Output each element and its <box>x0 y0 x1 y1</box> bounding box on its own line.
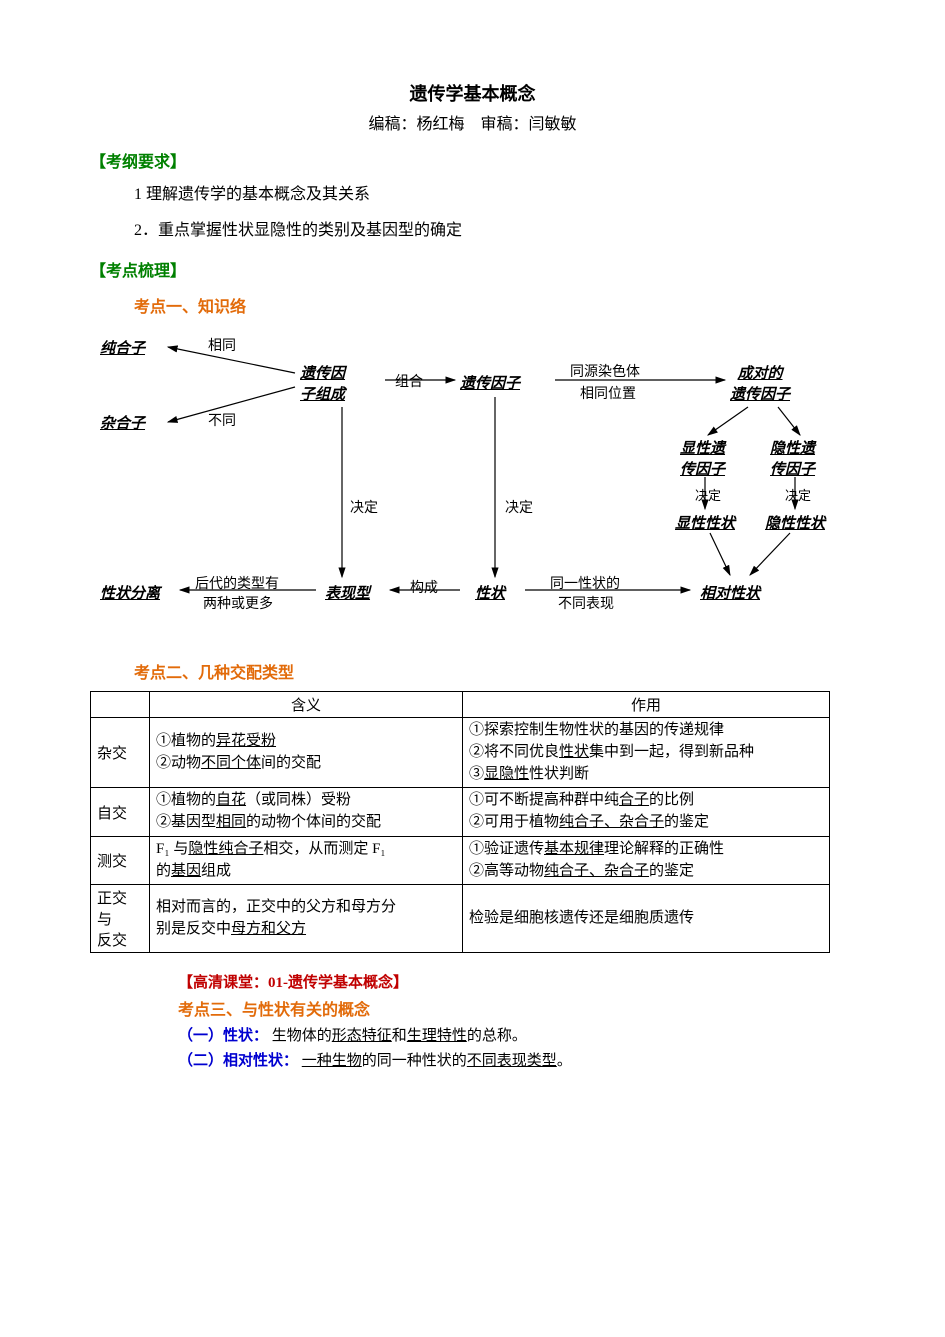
row-head: 测交 <box>91 836 150 885</box>
kaogang-item-1: 1 理解遗传学的基本概念及其关系 <box>134 182 855 208</box>
edge-label-same2b: 不同表现 <box>558 593 614 613</box>
cell-line: ②可用于植物纯合子、杂合子的鉴定 <box>469 812 823 834</box>
kaodian-1-title: 考点一、知识络 <box>134 293 855 317</box>
row-head: 自交 <box>91 788 150 837</box>
node-chengdui-l1: 成对的 <box>738 366 783 382</box>
cell-line: 相对而言的，正交中的父方和母方分 <box>156 897 456 919</box>
section-kaogang-head: 【考纲要求】 <box>90 148 855 172</box>
kaodian-2-title: 考点二、几种交配类型 <box>134 659 855 683</box>
node-chengdui: 成对的 遗传因子 <box>730 362 790 404</box>
cell-meaning: ①植物的异花受粉②动物不同个体间的交配 <box>150 718 463 788</box>
cell-line: ①可不断提高种群中纯合子的比例 <box>469 790 823 812</box>
node-xdxz: 相对性状 <box>700 582 760 603</box>
cell-line: ②高等动物纯合子、杂合子的鉴定 <box>469 861 823 883</box>
node-xianfactor: 显性遗 传因子 <box>680 437 725 479</box>
node-yinfactor: 隐性遗 传因子 <box>770 437 815 479</box>
node-xiantrait: 显性性状 <box>675 512 735 533</box>
edge-label-dec3: 决定 <box>695 485 721 504</box>
node-ycfactor: 遗传因子 <box>460 372 520 393</box>
k3-sub1-u1: 形态特征 <box>332 1028 392 1044</box>
doc-authors: 编稿：杨红梅 审稿：闫敏敏 <box>90 110 855 134</box>
cross-table: 含义 作用 杂交①植物的异花受粉②动物不同个体间的交配①探索控制生物性状的基因的… <box>90 691 830 953</box>
cell-line: 检验是细胞核遗传还是细胞质遗传 <box>469 908 823 930</box>
cell-line: F₁ 与隐性纯合子相交，从而测定 F₁ <box>156 839 456 861</box>
edge-label-gc: 构成 <box>410 577 438 597</box>
table-row: 测交F₁ 与隐性纯合子相交，从而测定 F₁的基因组成①验证遗传基本规律理论解释的… <box>91 836 830 885</box>
k3-sub2-u1: 一种生物 <box>302 1053 362 1069</box>
edge-label-comb: 组合 <box>395 371 423 391</box>
table-header-row: 含义 作用 <box>91 692 830 718</box>
node-yinfactor-l2: 传因子 <box>770 462 815 478</box>
edge-label-homo1: 同源染色体 <box>570 361 640 381</box>
doc-title: 遗传学基本概念 <box>90 80 855 106</box>
edge-label-same2a: 同一性状的 <box>550 573 620 593</box>
k3-sub1-u2: 生理特性 <box>407 1028 467 1044</box>
k3-sub2-label: （二）相对性状： <box>178 1053 298 1069</box>
cell-meaning: F₁ 与隐性纯合子相交，从而测定 F₁的基因组成 <box>150 836 463 885</box>
cell-meaning: ①植物的自花（或同株）受粉②基因型相同的动物个体间的交配 <box>150 788 463 837</box>
node-bxx: 表现型 <box>325 582 370 603</box>
cell-effect: 检验是细胞核遗传还是细胞质遗传 <box>463 885 830 953</box>
th-blank <box>91 692 150 718</box>
cell-effect: ①可不断提高种群中纯合子的比例②可用于植物纯合子、杂合子的鉴定 <box>463 788 830 837</box>
node-xianfactor-l2: 传因子 <box>680 462 725 478</box>
cell-line: ②基因型相同的动物个体间的交配 <box>156 812 456 834</box>
node-chengdui-l2: 遗传因子 <box>730 387 790 403</box>
node-yczucheng-l2: 子组成 <box>300 387 345 403</box>
cell-line: ①植物的自花（或同株）受粉 <box>156 790 456 812</box>
th-meaning: 含义 <box>150 692 463 718</box>
cell-line: ③显隐性性状判断 <box>469 764 823 786</box>
k3-sub2-tb: 。 <box>557 1053 572 1069</box>
k3-sub1-tc: 的总称。 <box>467 1028 527 1044</box>
cell-meaning: 相对而言的，正交中的父方和母方分别是反交中母方和父方 <box>150 885 463 953</box>
row-head: 杂交 <box>91 718 150 788</box>
k3-sub2-ta: 的同一种性状的 <box>362 1053 467 1069</box>
node-yczucheng-l1: 遗传因 <box>300 366 345 382</box>
cell-line: 的基因组成 <box>156 861 456 883</box>
edge-label-homo2: 相同位置 <box>580 383 636 403</box>
edge-label-dec2: 决定 <box>505 497 533 517</box>
section-kaodian-head: 【考点梳理】 <box>90 257 855 281</box>
cell-line: 别是反交中母方和父方 <box>156 919 456 941</box>
edge-label-dec1: 决定 <box>350 497 378 517</box>
cell-line: ②将不同优良性状集中到一起，得到新品种 <box>469 742 823 764</box>
cell-effect: ①探索控制生物性状的基因的传递规律②将不同优良性状集中到一起，得到新品种③显隐性… <box>463 718 830 788</box>
cell-line: ①验证遗传基本规律理论解释的正确性 <box>469 839 823 861</box>
edge-label-f2a: 后代的类型有 <box>195 573 279 593</box>
node-yinfactor-l1: 隐性遗 <box>770 441 815 457</box>
edge-label-dec4: 决定 <box>785 485 811 504</box>
node-yczucheng: 遗传因 子组成 <box>300 362 345 404</box>
concept-diagram: 纯合子 杂合子 遗传因 子组成 遗传因子 成对的 遗传因子 显性遗 传因子 隐性… <box>90 327 850 647</box>
row-head: 正交与反交 <box>91 885 150 953</box>
kaogang-item-2: 2．重点掌握性状显隐性的类别及基因型的确定 <box>134 218 855 244</box>
k3-sub1-ta: 生物体的 <box>272 1028 332 1044</box>
node-xzfl: 性状分离 <box>100 582 160 603</box>
edge-label-f2b: 两种或更多 <box>203 593 273 613</box>
cell-effect: ①验证遗传基本规律理论解释的正确性②高等动物纯合子、杂合子的鉴定 <box>463 836 830 885</box>
node-yintrait: 隐性性状 <box>765 512 825 533</box>
gaoqing-label: 【高清课堂：01-遗传学基本概念】 <box>178 971 855 992</box>
edge-label-diff: 不同 <box>208 410 236 430</box>
node-xianfactor-l1: 显性遗 <box>680 441 725 457</box>
th-effect: 作用 <box>463 692 830 718</box>
node-chunhezi: 纯合子 <box>100 337 145 358</box>
k3-sub1-tb: 和 <box>392 1028 407 1044</box>
node-xz: 性状 <box>475 582 505 603</box>
cell-line: ①植物的异花受粉 <box>156 731 456 753</box>
cell-line: ②动物不同个体间的交配 <box>156 753 456 775</box>
node-zahezi: 杂合子 <box>100 412 145 433</box>
document-page: 遗传学基本概念 编稿：杨红梅 审稿：闫敏敏 【考纲要求】 1 理解遗传学的基本概… <box>0 0 945 1337</box>
kaodian-3-title: 考点三、与性状有关的概念 <box>178 996 855 1020</box>
table-row: 杂交①植物的异花受粉②动物不同个体间的交配①探索控制生物性状的基因的传递规律②将… <box>91 718 830 788</box>
edge-label-same: 相同 <box>208 335 236 355</box>
k3-sub2: （二）相对性状： 一种生物的同一种性状的不同表现类型。 <box>178 1049 855 1070</box>
k3-sub1-label: （一）性状： <box>178 1028 268 1044</box>
k3-sub2-u2: 不同表现类型 <box>467 1053 557 1069</box>
table-row: 自交①植物的自花（或同株）受粉②基因型相同的动物个体间的交配①可不断提高种群中纯… <box>91 788 830 837</box>
table-row: 正交与反交相对而言的，正交中的父方和母方分别是反交中母方和父方检验是细胞核遗传还… <box>91 885 830 953</box>
cell-line: ①探索控制生物性状的基因的传递规律 <box>469 720 823 742</box>
k3-sub1: （一）性状： 生物体的形态特征和生理特性的总称。 <box>178 1024 855 1045</box>
